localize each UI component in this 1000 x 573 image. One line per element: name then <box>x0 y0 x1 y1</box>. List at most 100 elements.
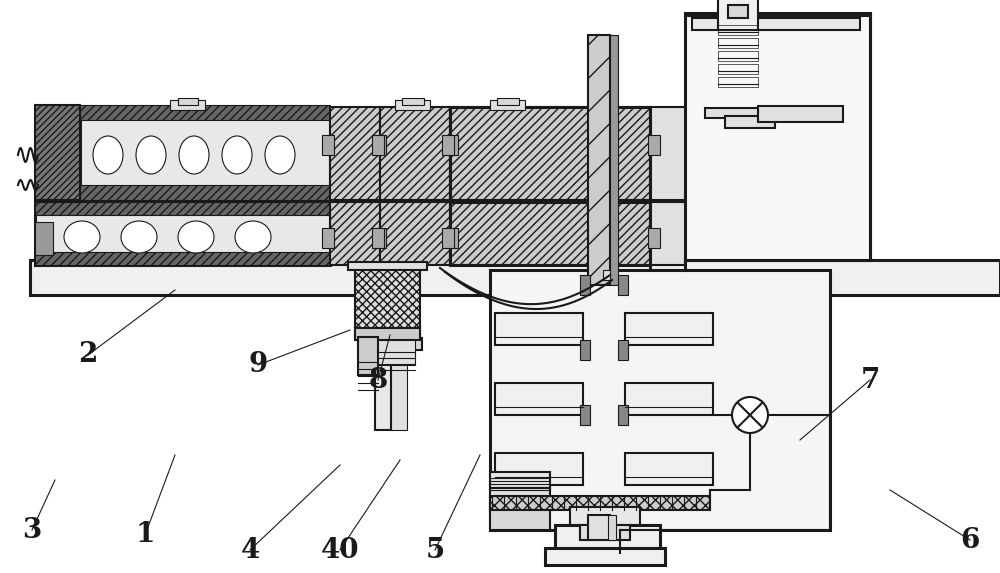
Bar <box>80 185 330 200</box>
Bar <box>362 338 422 350</box>
Ellipse shape <box>235 221 271 253</box>
Circle shape <box>732 397 768 433</box>
Text: 5: 5 <box>425 536 445 563</box>
Bar <box>588 35 610 285</box>
Bar <box>35 202 330 215</box>
Bar <box>718 64 758 74</box>
Bar <box>395 100 430 110</box>
Bar <box>178 98 198 105</box>
Bar <box>375 340 391 430</box>
Ellipse shape <box>222 136 252 174</box>
Bar <box>490 496 710 510</box>
Bar <box>725 116 775 128</box>
Bar <box>705 108 795 118</box>
Bar <box>490 472 550 490</box>
Ellipse shape <box>179 136 209 174</box>
Bar <box>650 260 1000 295</box>
Bar <box>322 135 334 155</box>
Bar <box>355 328 420 340</box>
Text: 7: 7 <box>860 367 880 394</box>
Bar <box>650 107 685 200</box>
Bar <box>330 107 380 200</box>
Bar <box>446 135 458 155</box>
Bar <box>322 228 334 248</box>
Ellipse shape <box>64 221 100 253</box>
Ellipse shape <box>136 136 166 174</box>
Text: 2: 2 <box>78 342 98 368</box>
Bar <box>80 105 330 120</box>
Bar <box>442 228 454 248</box>
Bar <box>497 98 519 105</box>
Ellipse shape <box>178 221 214 253</box>
Bar <box>648 135 660 155</box>
Bar <box>495 383 583 415</box>
Bar <box>372 135 384 155</box>
Text: 6: 6 <box>960 527 980 554</box>
Text: 40: 40 <box>321 536 359 563</box>
Bar <box>450 107 650 200</box>
Text: 1: 1 <box>135 521 155 548</box>
Bar <box>374 135 386 155</box>
Bar <box>490 508 550 530</box>
Text: 4: 4 <box>240 536 260 563</box>
Bar <box>170 100 205 110</box>
Bar <box>758 106 843 122</box>
Bar <box>490 100 525 110</box>
Bar <box>648 228 660 248</box>
Bar <box>30 260 680 295</box>
Bar <box>380 202 450 265</box>
Bar <box>372 228 384 248</box>
Bar <box>380 107 450 200</box>
Bar <box>450 202 650 265</box>
Bar <box>580 275 590 295</box>
Bar <box>330 202 380 265</box>
Bar <box>442 135 454 155</box>
Bar <box>718 51 758 61</box>
Bar <box>610 35 618 285</box>
Bar <box>495 313 583 345</box>
Bar <box>374 228 386 248</box>
Bar <box>348 262 427 270</box>
Bar <box>588 515 610 540</box>
Bar <box>35 105 80 200</box>
Bar <box>603 270 617 280</box>
Text: 3: 3 <box>22 516 42 544</box>
Bar <box>495 453 583 485</box>
Ellipse shape <box>121 221 157 253</box>
Bar <box>618 405 628 425</box>
Bar <box>625 313 713 345</box>
Bar <box>718 77 758 87</box>
Bar <box>650 202 685 265</box>
Bar <box>718 0 758 30</box>
Bar <box>35 222 53 255</box>
Text: 8: 8 <box>368 367 388 394</box>
Bar <box>685 13 870 260</box>
Bar <box>718 38 758 48</box>
Bar <box>490 488 550 510</box>
Bar <box>450 202 650 265</box>
Bar <box>625 383 713 415</box>
Bar <box>370 337 415 365</box>
Bar <box>580 525 630 540</box>
Bar <box>35 202 330 265</box>
Text: 9: 9 <box>248 351 268 379</box>
Bar <box>355 265 420 340</box>
Bar <box>450 107 650 200</box>
Bar <box>580 340 590 360</box>
Ellipse shape <box>265 136 295 174</box>
Bar <box>35 252 330 265</box>
Bar <box>718 25 758 35</box>
Bar <box>580 405 590 425</box>
Bar <box>692 18 860 30</box>
Bar <box>402 98 424 105</box>
Bar <box>608 515 616 540</box>
Bar <box>490 270 830 530</box>
Bar <box>618 275 628 295</box>
Bar <box>625 453 713 485</box>
Bar <box>618 340 628 360</box>
Bar <box>570 507 640 525</box>
Bar <box>358 337 378 375</box>
Bar <box>446 228 458 248</box>
Bar <box>391 340 407 430</box>
Bar <box>545 548 665 565</box>
